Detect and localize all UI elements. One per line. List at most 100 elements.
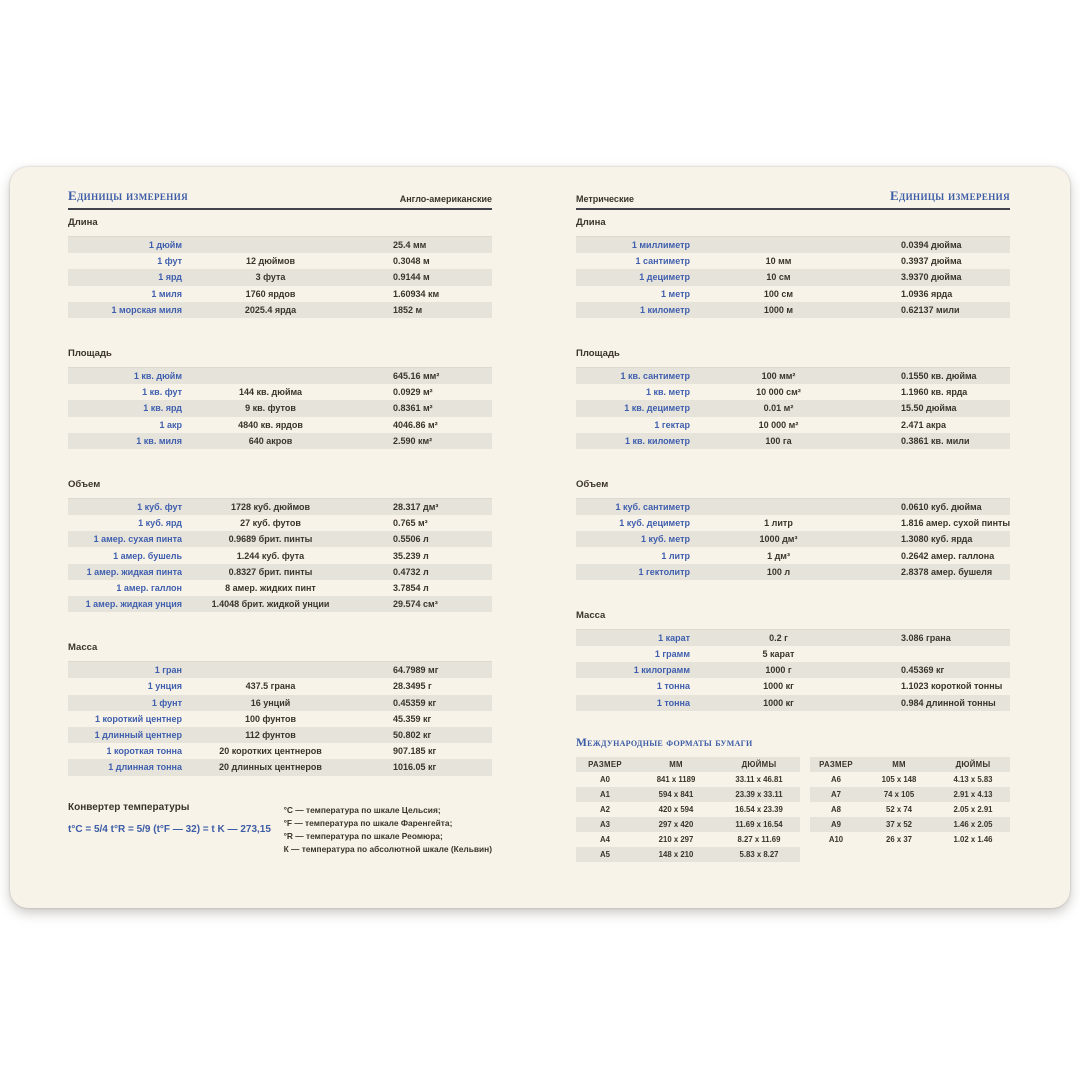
paper-size-inches: 4.13 x 5.83 bbox=[953, 774, 993, 784]
section-table: 1 карат 0.2 г 3.086 грана 1 грамм 5 карат 1 к… bbox=[576, 628, 1010, 711]
paper-size-name: A5 bbox=[600, 849, 610, 859]
section-table: 1 кв. дюйм 645.16 мм² 1 кв. фут 144 кв. дюй… bbox=[68, 366, 492, 449]
unit-section: Масса 1 карат 0.2 г 3.086 грана 1 грамм 5 кар… bbox=[576, 610, 1010, 711]
paper-size-mm: 26 x 37 bbox=[885, 834, 912, 844]
equivalent-value: 1000 м bbox=[763, 304, 794, 315]
unit-name: 1 длинный центнер bbox=[94, 730, 182, 741]
column-header: ММ bbox=[892, 759, 906, 769]
equivalent-value: 0.2 г bbox=[769, 632, 788, 643]
table-row: 1 гран 64.7989 мг bbox=[68, 662, 492, 679]
converted-value: 0.765 м³ bbox=[393, 518, 428, 529]
converted-value: 50.802 кг bbox=[393, 730, 432, 741]
paper-size-name: A8 bbox=[831, 804, 841, 814]
unit-section: Объем 1 куб. фут 1728 куб. дюймов 28.317 дм… bbox=[68, 479, 492, 613]
equivalent-value: 1000 дм³ bbox=[759, 534, 798, 545]
converted-value: 2.8378 амер. бушеля bbox=[901, 566, 993, 577]
equivalent-value: 0.9689 брит. пинты bbox=[228, 534, 313, 545]
unit-name: 1 гектар bbox=[654, 419, 690, 430]
table-row: 1 амер. жидкая унция 1.4048 брит. жидкой … bbox=[68, 596, 492, 613]
table-row: 1 килограмм 1000 г 0.45369 кг bbox=[576, 662, 1010, 679]
column-header: ДЮЙМЫ bbox=[955, 759, 991, 769]
unit-name: 1 дециметр bbox=[639, 272, 690, 283]
equivalent-value: 4840 кв. ярдов bbox=[238, 419, 303, 430]
unit-name: 1 куб. фут bbox=[137, 501, 182, 512]
page-subtitle: Англо-американские bbox=[399, 194, 492, 204]
unit-section: Длина 1 миллиметр 0.0394 дюйма 1 сантиметр 1… bbox=[576, 217, 1010, 318]
converted-value: 1016.05 кг bbox=[393, 762, 437, 773]
paper-size-name: A4 bbox=[600, 834, 610, 844]
unit-name: 1 гран bbox=[154, 665, 182, 676]
section-title: Длина bbox=[68, 217, 98, 228]
section-table: 1 гран 64.7989 мг 1 унция 437.5 грана 28.349… bbox=[68, 661, 492, 776]
equivalent-value: 20 коротких центнеров bbox=[219, 746, 322, 757]
paper-size-mm: 105 x 148 bbox=[881, 774, 917, 784]
equivalent-value: 1000 г bbox=[765, 665, 792, 676]
paper-size-name: A3 bbox=[600, 819, 610, 829]
paper-table-row: A4 210 x 297 8.27 x 11.69 bbox=[576, 832, 800, 847]
converted-value: 0.8361 м² bbox=[393, 403, 433, 414]
unit-name: 1 куб. дециметр bbox=[619, 518, 690, 529]
table-row: 1 морская миля 2025.4 ярда 1852 м bbox=[68, 301, 492, 318]
converted-value: 0.4732 л bbox=[393, 566, 429, 577]
table-row: 1 длинная тонна 20 длинных центнеров 1016.… bbox=[68, 759, 492, 776]
unit-name: 1 кв. дециметр bbox=[624, 403, 690, 414]
equivalent-value: 8 амер. жидких пинт bbox=[225, 582, 316, 593]
section-title: Длина bbox=[576, 217, 606, 228]
unit-name: 1 акр bbox=[159, 419, 182, 430]
unit-name: 1 фут bbox=[157, 256, 182, 267]
paper-formats-title: Международные форматы бумаги bbox=[576, 736, 753, 749]
table-row: 1 кв. дюйм 645.16 мм² bbox=[68, 367, 492, 385]
equivalent-value: 10 000 м² bbox=[758, 419, 799, 430]
paper-size-name: A0 bbox=[600, 774, 610, 784]
equivalent-value: 2025.4 ярда bbox=[244, 304, 297, 315]
equivalent-value: 1 дм³ bbox=[767, 550, 790, 561]
section-table: 1 куб. сантиметр 0.0610 куб. дюйма 1 куб. … bbox=[576, 497, 1010, 580]
paper-size-name: A1 bbox=[600, 789, 610, 799]
equivalent-value: 100 мм² bbox=[761, 371, 796, 382]
unit-name: 1 амер. жидкая унция bbox=[85, 599, 182, 610]
paper-table-row: A1 594 x 841 23.39 x 33.11 bbox=[576, 786, 800, 802]
paper-size-name: A6 bbox=[831, 774, 841, 784]
unit-name: 1 кв. дюйм bbox=[133, 371, 182, 382]
equivalent-value: 20 длинных центнеров bbox=[219, 762, 322, 773]
unit-name: 1 фунт bbox=[151, 697, 182, 708]
temperature-title: Конвертер температуры bbox=[68, 801, 190, 813]
paper-formats-tables: РАЗМЕР ММ ДЮЙМЫ A0 841 x 1189 33.11 x 46.81 A1… bbox=[576, 756, 1010, 862]
equivalent-value: 1760 ярдов bbox=[245, 288, 296, 299]
table-row: 1 ярд 3 фута 0.9144 м bbox=[68, 269, 492, 286]
paper-table-row: A8 52 x 74 2.05 x 2.91 bbox=[810, 802, 1010, 817]
table-row: 1 тонна 1000 кг 0.984 длинной тонны bbox=[576, 694, 1010, 711]
section-table: 1 куб. фут 1728 куб. дюймов 28.317 дм³ 1 ку… bbox=[68, 497, 492, 613]
table-row: 1 куб. фут 1728 куб. дюймов 28.317 дм³ bbox=[68, 498, 492, 516]
section-title: Площадь bbox=[576, 347, 620, 359]
converted-value: 0.62137 мили bbox=[901, 304, 960, 315]
unit-name: 1 метр bbox=[661, 288, 690, 299]
table-row: 1 амер. сухая пинта 0.9689 брит. пинты 0.5… bbox=[68, 531, 492, 548]
section-table: 1 миллиметр 0.0394 дюйма 1 сантиметр 10 мм 0… bbox=[576, 236, 1010, 318]
converted-value: 907.185 кг bbox=[393, 746, 437, 757]
converted-value: 1.1960 кв. ярда bbox=[901, 387, 968, 398]
converted-value: 35.239 л bbox=[393, 550, 429, 561]
converted-value: 1.3080 куб. ярда bbox=[901, 534, 973, 545]
paper-size-inches: 11.69 x 16.54 bbox=[735, 819, 783, 829]
equivalent-value: 10 см bbox=[766, 272, 791, 283]
equivalent-value: 0.01 м² bbox=[763, 403, 794, 414]
temperature-converter: Конвертер температуры t°C = 5/4 t°R = 5/… bbox=[68, 802, 492, 856]
unit-name: 1 километр bbox=[640, 304, 690, 315]
unit-name: 1 ярд bbox=[158, 272, 182, 283]
unit-name: 1 амер. галлон bbox=[116, 582, 182, 593]
paper-size-mm: 148 x 210 bbox=[658, 849, 694, 859]
page-left: Единицы измерения Англо-американские Дли… bbox=[68, 188, 492, 856]
section-title: Масса bbox=[576, 609, 606, 621]
temperature-note: °C — температура по шкале Цельсия; bbox=[283, 804, 441, 815]
converted-value: 0.0610 куб. дюйма bbox=[901, 501, 982, 512]
unit-name: 1 кв. метр bbox=[646, 387, 690, 398]
table-row: 1 куб. метр 1000 дм³ 1.3080 куб. ярда bbox=[576, 531, 1010, 548]
unit-name: 1 литр bbox=[661, 550, 690, 561]
paper-size-inches: 2.05 x 2.91 bbox=[953, 804, 993, 814]
temperature-note: К — температура по абсолютной шкале (Кел… bbox=[283, 843, 492, 854]
converted-value: 4046.86 м² bbox=[393, 419, 438, 430]
unit-name: 1 кв. ярд bbox=[143, 403, 182, 414]
temperature-notes: °C — температура по шкале Цельсия; °F — т… bbox=[284, 804, 492, 856]
table-row: 1 короткая тонна 20 коротких центнеров 907… bbox=[68, 743, 492, 759]
